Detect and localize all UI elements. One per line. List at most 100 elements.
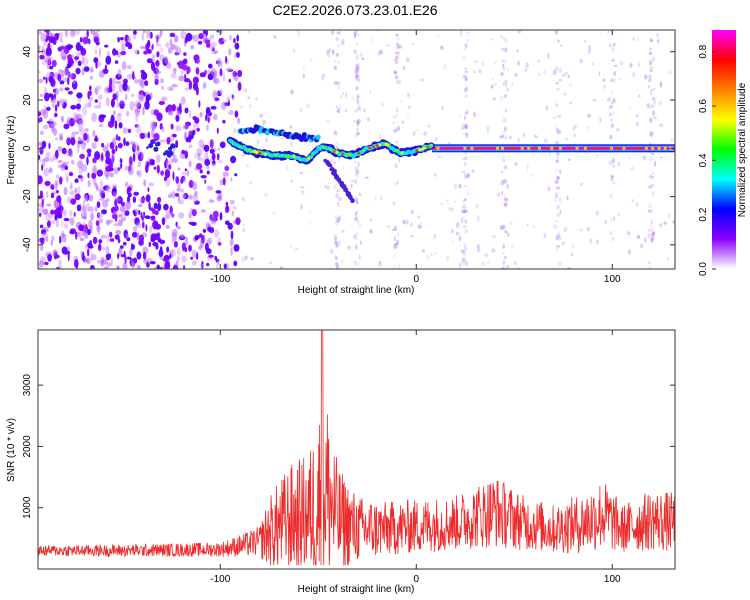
noise-mark (236, 34, 239, 42)
noise-mark (165, 224, 170, 229)
noise-mark (83, 56, 89, 66)
noise-mark (188, 244, 192, 252)
noise-mark (272, 211, 276, 215)
noise-mark (204, 179, 207, 184)
noise-mark (492, 97, 496, 101)
noise-mark (228, 109, 234, 116)
noise-mark (121, 254, 125, 258)
noise-mark (612, 164, 615, 168)
trace-peak (372, 145, 375, 149)
noise-mark (464, 123, 469, 130)
noise-mark (562, 241, 565, 245)
noise-mark (650, 156, 653, 162)
noise-mark (320, 76, 325, 81)
noise-mark (500, 47, 505, 52)
noise-mark (651, 104, 654, 109)
noise-mark (559, 78, 562, 82)
noise-mark (43, 105, 47, 110)
noise-mark (463, 88, 468, 93)
noise-mark (441, 202, 443, 205)
noise-mark (338, 157, 341, 162)
noise-mark (598, 71, 601, 77)
noise-mark (155, 37, 159, 46)
noise-mark (668, 69, 673, 75)
trace-peak (264, 152, 267, 156)
colorbar-tick-label: 0.0 (698, 262, 709, 276)
noise-mark (228, 48, 232, 56)
noise-mark (353, 161, 357, 164)
noise-mark (237, 117, 241, 124)
noise-mark (648, 52, 653, 56)
noise-mark (612, 157, 615, 164)
noise-mark (152, 241, 159, 247)
noise-mark (556, 155, 559, 161)
noise-mark (83, 66, 90, 72)
noise-mark (556, 175, 560, 180)
tail-mark (331, 170, 336, 175)
noise-mark (49, 65, 54, 70)
noise-mark (79, 153, 85, 159)
noise-mark (58, 31, 63, 39)
noise-mark (53, 202, 57, 208)
noise-mark (73, 212, 76, 217)
noise-mark (644, 74, 648, 80)
noise-mark (210, 163, 216, 167)
noise-mark (104, 86, 111, 94)
noise-mark (462, 199, 465, 204)
noise-mark (126, 256, 132, 260)
noise-mark (336, 31, 341, 35)
noise-mark (355, 176, 359, 180)
noise-mark (147, 187, 150, 193)
noise-mark (165, 178, 171, 187)
noise-mark (184, 236, 189, 246)
noise-mark (62, 77, 68, 83)
noise-mark (45, 251, 52, 255)
noise-mark (144, 215, 151, 219)
noise-mark (464, 229, 469, 234)
noise-mark (164, 169, 171, 179)
noise-mark (652, 231, 655, 235)
tail-mark (345, 190, 350, 194)
noise-mark (647, 228, 652, 232)
noise-mark (241, 256, 245, 263)
colorbar (712, 30, 736, 269)
noise-mark (555, 103, 558, 108)
noise-mark (463, 197, 466, 201)
noise-mark (568, 101, 573, 105)
noise-mark (125, 93, 128, 101)
noise-mark (504, 230, 508, 234)
noise-mark (143, 30, 146, 33)
noise-mark (555, 168, 558, 173)
noise-mark (547, 186, 551, 192)
spectrogram-plot (38, 30, 675, 269)
noise-mark (76, 263, 78, 269)
noise-mark (206, 248, 212, 255)
carrier-segment (554, 146, 558, 150)
noise-mark (503, 197, 507, 201)
noise-mark (557, 232, 561, 238)
noise-mark (336, 201, 340, 205)
noise-mark (393, 128, 398, 133)
noise-mark (579, 182, 584, 186)
noise-mark (336, 219, 340, 223)
noise-mark (229, 199, 235, 205)
spectrogram-frame (37, 29, 676, 270)
noise-mark (159, 139, 166, 143)
noise-mark (178, 75, 185, 82)
noise-mark (337, 108, 341, 114)
noise-mark (41, 141, 47, 149)
noise-mark (137, 93, 145, 100)
noise-mark (59, 87, 64, 92)
noise-mark (185, 32, 193, 42)
noise-mark (132, 209, 136, 215)
noise-mark (395, 55, 399, 60)
noise-mark (393, 58, 397, 62)
carrier-segment (610, 146, 614, 150)
noise-mark (610, 123, 614, 129)
noise-mark (70, 181, 73, 188)
carrier-segment (575, 146, 579, 150)
noise-mark (405, 219, 409, 225)
noise-mark (355, 119, 359, 125)
noise-mark (610, 78, 613, 82)
noise-mark (461, 249, 466, 254)
